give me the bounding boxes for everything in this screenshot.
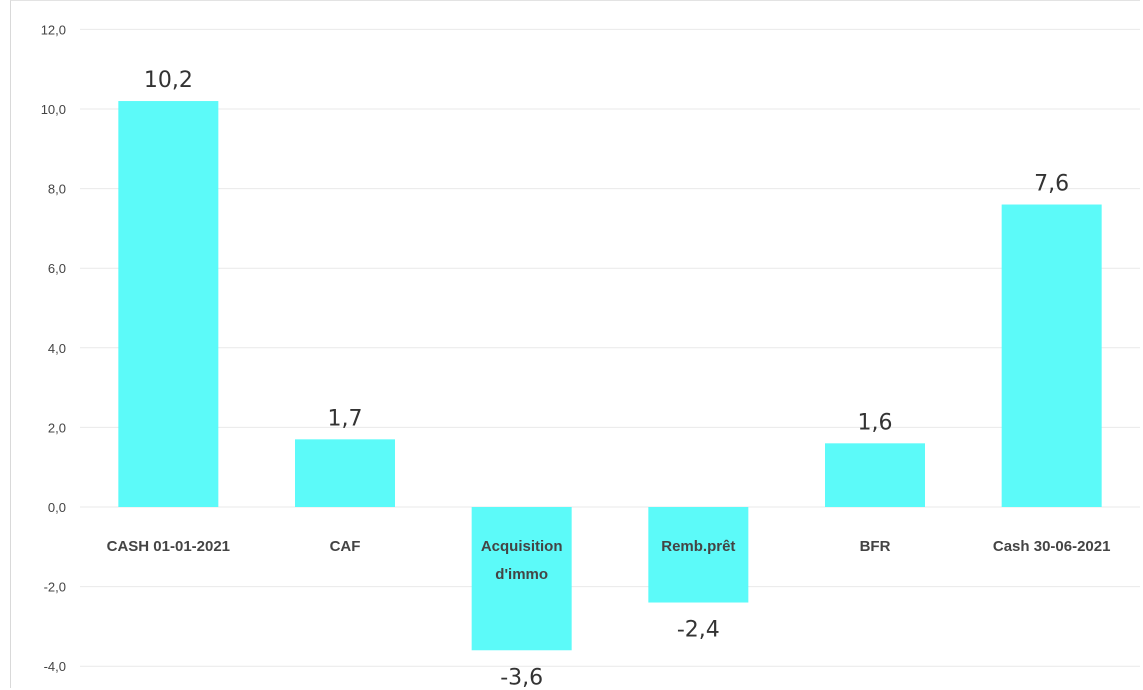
bar	[825, 443, 925, 507]
bar	[1001, 204, 1102, 507]
category-label: CASH 01-01-2021	[107, 538, 230, 555]
y-tick-label: 12,0	[41, 22, 66, 37]
category-label: BFR	[860, 538, 891, 555]
y-tick-label: 6,0	[48, 261, 66, 276]
y-tick-label: -2,0	[44, 580, 66, 595]
category-label: Acquisition	[481, 538, 563, 555]
bar	[471, 507, 572, 651]
data-label: 7,6	[1034, 172, 1069, 197]
y-tick-label: -4,0	[44, 659, 66, 674]
category-label: Cash 30-06-2021	[993, 538, 1111, 555]
y-tick-label: 2,0	[48, 420, 66, 435]
bar	[295, 439, 395, 507]
category-label: Remb.prêt	[661, 538, 735, 555]
data-label: 1,7	[328, 406, 363, 431]
y-tick-label: 10,0	[41, 102, 66, 117]
y-tick-label: 0,0	[48, 500, 66, 515]
bar	[648, 507, 749, 603]
data-label: 10,2	[144, 68, 193, 93]
data-label: 1,6	[858, 410, 893, 435]
category-label: CAF	[330, 538, 361, 555]
bar	[118, 101, 219, 507]
category-label: d'immo	[495, 566, 548, 583]
y-tick-label: 4,0	[48, 341, 66, 356]
data-label: -2,4	[677, 618, 720, 643]
y-tick-label: 8,0	[48, 182, 66, 197]
data-label: -3,6	[500, 665, 543, 690]
